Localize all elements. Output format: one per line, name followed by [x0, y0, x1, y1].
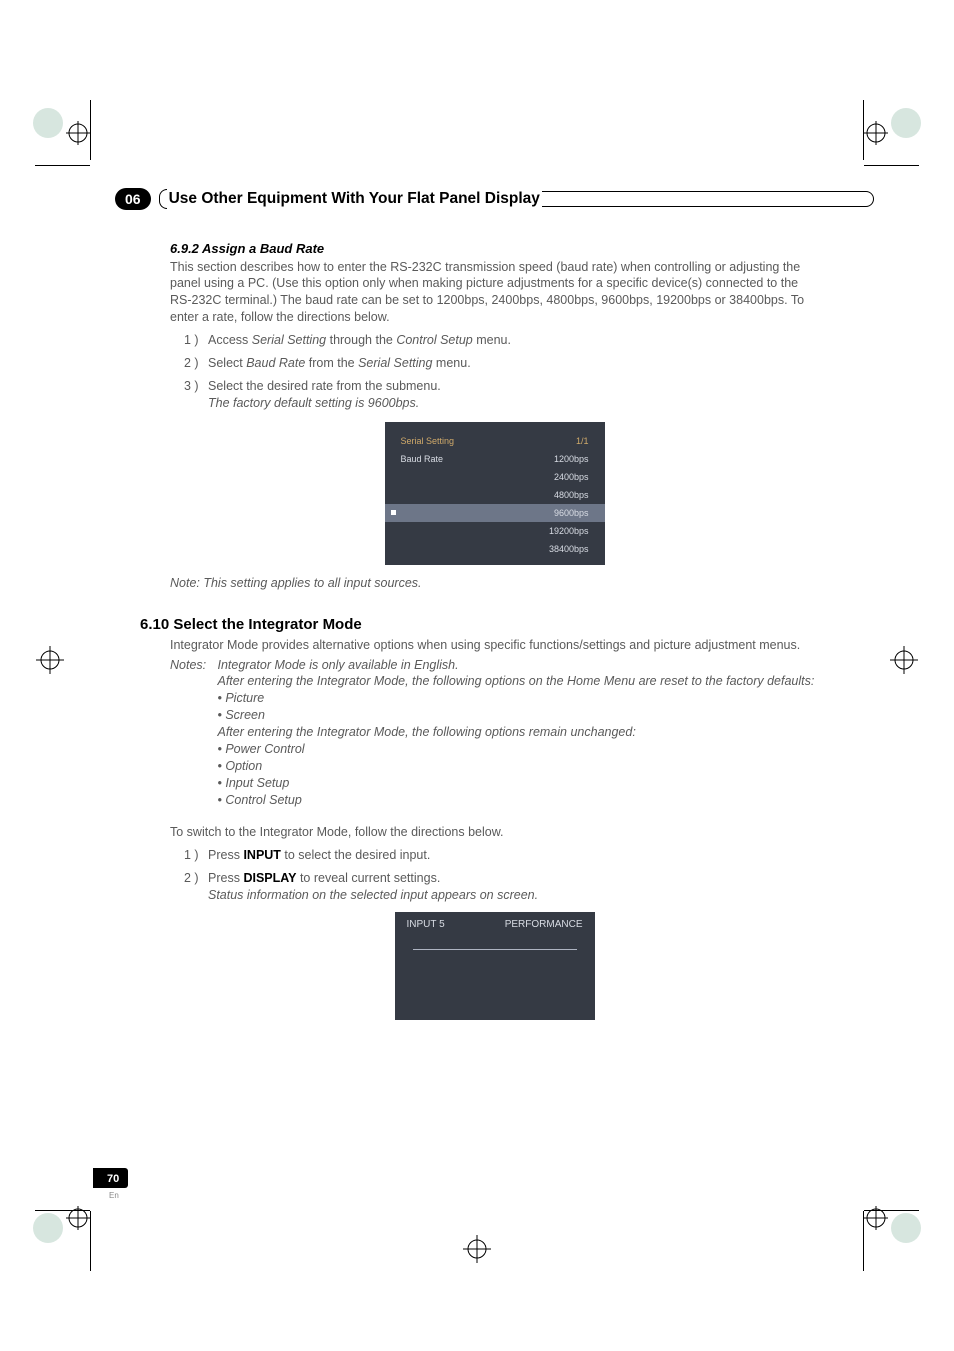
list-item: Input Setup — [217, 775, 818, 792]
crop-line — [863, 100, 864, 160]
reg-mark-mid-left — [30, 640, 70, 680]
list-item: Option — [217, 758, 818, 775]
reg-mark-top-left — [30, 105, 90, 165]
menu-row: 4800bps — [385, 486, 605, 504]
list-item: Control Setup — [217, 792, 818, 809]
menu-row: 19200bps — [385, 522, 605, 540]
section-610-steps: 1 )Press INPUT to select the desired inp… — [184, 847, 819, 904]
header-open-paren — [159, 189, 167, 209]
section-610-notes: Notes: Integrator Mode is only available… — [170, 657, 819, 809]
info-mode: PERFORMANCE — [505, 918, 583, 932]
list-item: Power Control — [217, 741, 818, 758]
info-input: INPUT 5 — [407, 918, 445, 932]
reset-list: Picture Screen — [217, 690, 818, 724]
section-610-heading: 6.10 Select the Integrator Mode — [140, 615, 819, 635]
input-status-display: INPUT 5 PERFORMANCE — [395, 912, 595, 1021]
page-number-badge: 70 — [93, 1168, 128, 1188]
reg-mark-bottom-left — [30, 1186, 90, 1246]
crop-line — [863, 1211, 864, 1271]
step-item: 1 )Press INPUT to select the desired inp… — [184, 847, 819, 864]
chapter-header: 06 Use Other Equipment With Your Flat Pa… — [115, 188, 874, 210]
reg-mark-mid-right — [884, 640, 924, 680]
header-rule — [542, 191, 874, 207]
list-item: Picture — [217, 690, 818, 707]
step-item: 1 )Access Serial Setting through the Con… — [184, 332, 819, 349]
crop-line — [35, 1210, 90, 1211]
crop-line — [864, 1210, 919, 1211]
menu-row: 38400bps — [385, 540, 605, 558]
chapter-title: Use Other Equipment With Your Flat Panel… — [169, 190, 540, 208]
serial-setting-menu: Serial Setting 1/1 Baud Rate1200bps 2400… — [385, 422, 605, 565]
menu-row: Baud Rate1200bps — [385, 450, 605, 468]
page-content: 6.9.2 Assign a Baud Rate This section de… — [170, 240, 819, 1020]
info-divider — [413, 949, 577, 950]
section-692-intro: This section describes how to enter the … — [170, 259, 819, 327]
section-692-steps: 1 )Access Serial Setting through the Con… — [184, 332, 819, 412]
menu-row-selected: 9600bps — [385, 504, 605, 522]
section-692-title: 6.9.2 Assign a Baud Rate — [170, 240, 819, 258]
chapter-number-badge: 06 — [115, 188, 151, 210]
step-item: 2 )Select Baud Rate from the Serial Sett… — [184, 355, 819, 372]
page-language: En — [109, 1191, 119, 1200]
reg-mark-top-right — [864, 105, 924, 165]
crop-line — [90, 100, 91, 160]
list-item: Screen — [217, 707, 818, 724]
section-610-intro: Integrator Mode provides alternative opt… — [170, 637, 819, 654]
section-610-switch-intro: To switch to the Integrator Mode, follow… — [170, 824, 819, 841]
unchanged-list: Power Control Option Input Setup Control… — [217, 741, 818, 809]
step-item: 3 )Select the desired rate from the subm… — [184, 378, 819, 412]
reg-mark-bottom-right — [864, 1186, 924, 1246]
crop-line — [90, 1211, 91, 1271]
crop-line — [35, 165, 90, 166]
section-692-note: Note: This setting applies to all input … — [170, 575, 819, 592]
step-item: 2 )Press DISPLAY to reveal current setti… — [184, 870, 819, 904]
menu-row: 2400bps — [385, 468, 605, 486]
crop-line — [864, 165, 919, 166]
menu-title: Serial Setting 1/1 — [385, 432, 605, 450]
reg-mark-bottom-center — [455, 1227, 499, 1271]
